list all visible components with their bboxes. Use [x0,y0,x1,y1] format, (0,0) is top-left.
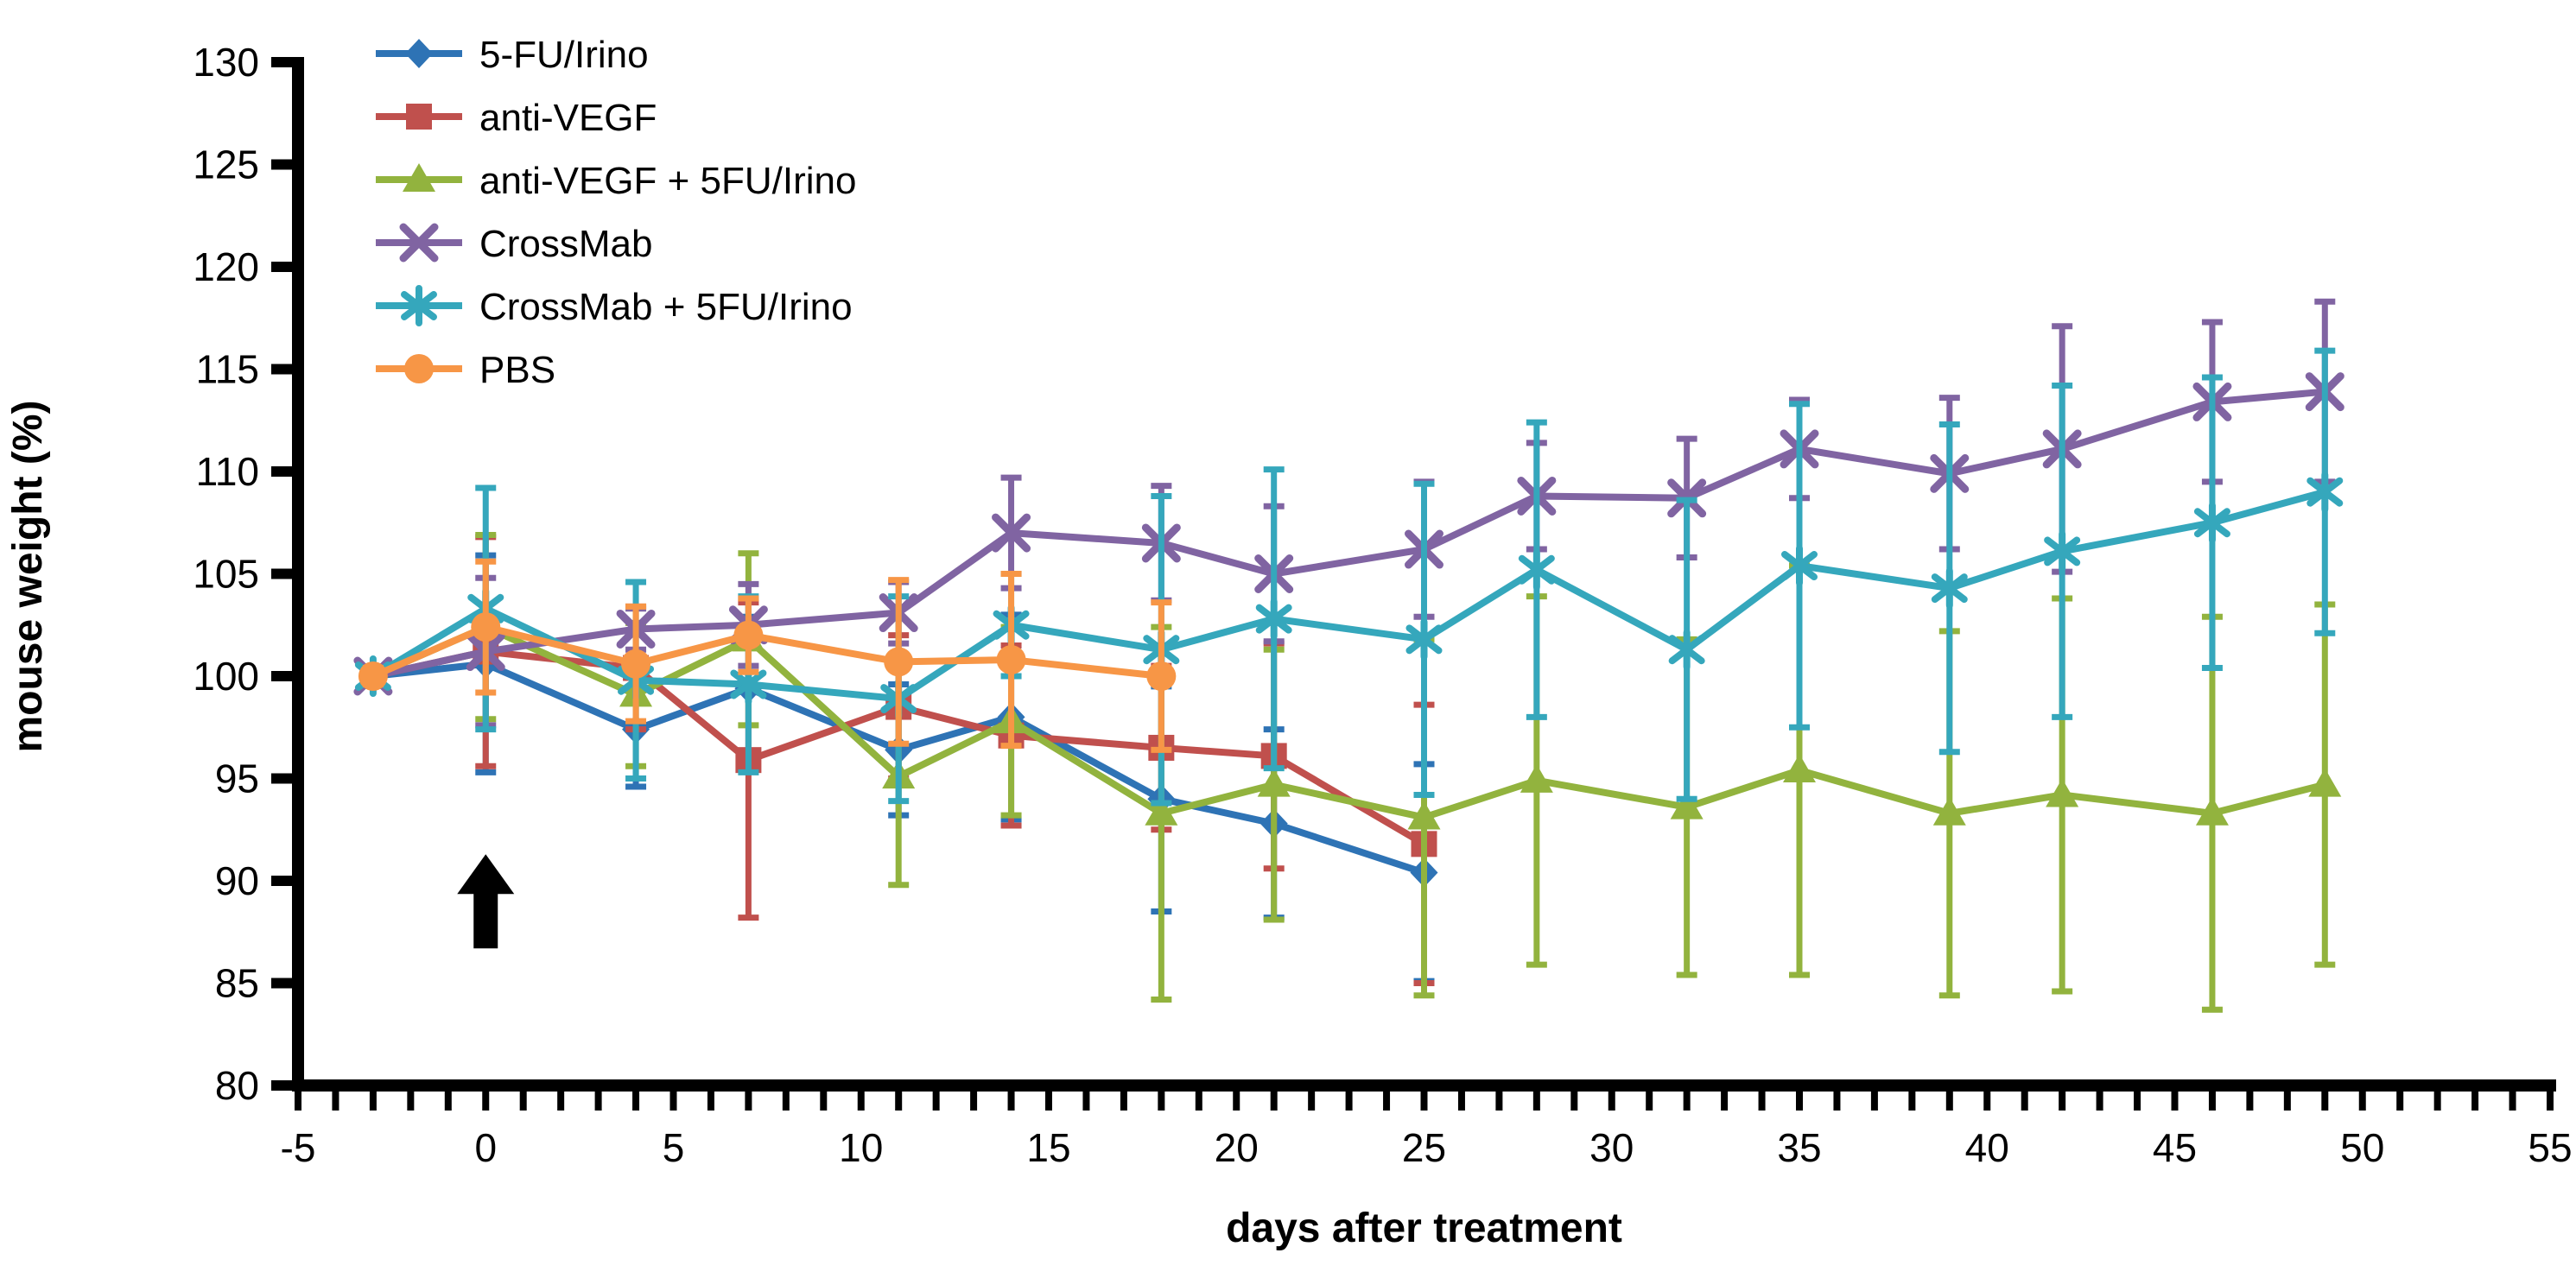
series-pbs [358,558,1177,753]
y-tick-label: 110 [196,449,259,494]
y-tick-label: 95 [215,756,259,801]
legend-label: CrossMab [479,223,653,265]
x-tick-label: 25 [1402,1125,1446,1170]
legend-item-anti-vegf: anti-VEGF [376,97,657,139]
legend-item-5-fu-irino: 5-FU/Irino [376,34,649,76]
y-tick-label: 100 [193,654,259,699]
legend: 5-FU/Irino anti-VEGF anti-VEGF + 5FU/Irino… [376,34,856,391]
legend-label: anti-VEGF [479,97,657,139]
y-tick-label: 80 [215,1063,259,1108]
axes [292,57,2556,1092]
y-tick-label: 90 [215,858,259,903]
legend-label: anti-VEGF + 5FU/Irino [479,160,856,202]
x-tick-label: 10 [839,1125,883,1170]
y-tick-label: 125 [193,142,259,187]
series-crossmab-5fu-irino [354,347,2344,807]
legend-label: CrossMab + 5FU/Irino [479,286,853,328]
x-tick-label: 30 [1589,1125,1634,1170]
x-tick-label: 45 [2153,1125,2197,1170]
y-axis-ticks: 80 85 90 95 100 105 110 115 120 125 130 [193,40,292,1108]
y-tick-label: 120 [193,244,259,289]
x-tick-label: 50 [2340,1125,2384,1170]
y-tick-label: 130 [193,40,259,85]
legend-label: PBS [479,349,555,391]
x-tick-label: 5 [663,1125,685,1170]
x-tick-label: 40 [1965,1125,2009,1170]
x-tick-label: 20 [1215,1125,1259,1170]
x-tick-label: 35 [1777,1125,1821,1170]
treatment-arrow [457,854,515,949]
x-tick-label: -5 [281,1125,316,1170]
x-tick-label: 0 [474,1125,497,1170]
series-anti-vegf-5fu-irino [356,531,2342,1013]
y-tick-label: 105 [193,552,259,597]
y-tick-label: 85 [215,961,259,1006]
y-tick-label: 115 [196,347,259,392]
y-axis-title: mouse weight (%) [5,400,51,753]
x-axis-ticks: -5 0 5 10 15 20 25 30 35 40 45 50 55 [281,1092,2573,1170]
legend-item-pbs: PBS [376,349,555,391]
legend-item-anti-vegf-5fu-irino: anti-VEGF + 5FU/Irino [376,160,856,202]
x-axis-title: days after treatment [1226,1206,1622,1251]
legend-item-crossmab-5fu-irino: CrossMab + 5FU/Irino [376,285,853,328]
x-tick-label: 15 [1026,1125,1070,1170]
legend-label: 5-FU/Irino [479,34,649,76]
legend-item-crossmab: CrossMab [376,223,653,265]
x-tick-label: 55 [2528,1125,2572,1170]
